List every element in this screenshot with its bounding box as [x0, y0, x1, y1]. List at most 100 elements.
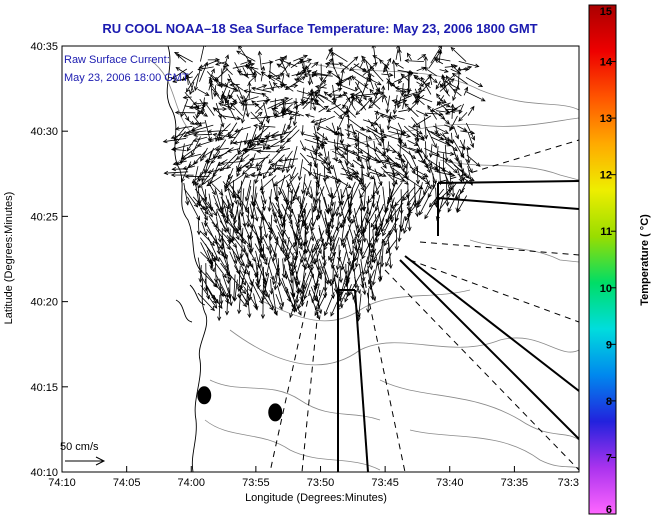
current-vector [305, 236, 312, 254]
current-vector [424, 195, 439, 220]
current-vector [275, 293, 283, 311]
current-vector [346, 234, 353, 256]
current-vector [457, 125, 468, 132]
current-vector [400, 83, 405, 97]
current-vector [433, 56, 451, 62]
current-vector [430, 131, 441, 137]
current-vector [407, 215, 412, 232]
current-vector [320, 162, 332, 175]
sector-line [399, 259, 579, 440]
current-vector [185, 130, 207, 135]
current-vector [389, 202, 404, 220]
current-vector [229, 202, 235, 219]
current-vector [276, 225, 287, 245]
current-vector [323, 278, 328, 299]
current-vectors [162, 46, 486, 322]
current-vector [386, 79, 391, 91]
current-vector [211, 74, 219, 82]
current-vector [286, 157, 292, 174]
current-vector [398, 75, 405, 85]
current-vector [275, 147, 290, 153]
current-vector [185, 73, 199, 93]
current-vector [385, 95, 390, 114]
current-vector [252, 70, 258, 82]
current-vector [354, 146, 364, 154]
current-vector [268, 234, 273, 255]
colorbar-bar [588, 4, 617, 515]
current-vector [262, 213, 273, 235]
current-vector [415, 126, 420, 143]
current-vector [297, 58, 313, 65]
current-vector [323, 196, 330, 215]
current-vector [366, 126, 387, 138]
current-vector [355, 95, 367, 111]
colorbar-tick-label: 11 [600, 226, 612, 238]
x-tick-label: 73:50 [307, 477, 335, 489]
current-vector [256, 84, 268, 90]
current-vector [458, 61, 480, 68]
current-vector [267, 262, 275, 281]
current-vector [250, 115, 271, 120]
current-vector [327, 92, 347, 98]
current-vector [162, 137, 187, 144]
plot-area: Raw Surface Current: May 23, 2006 18:00 … [60, 45, 580, 473]
current-vector [232, 248, 238, 265]
current-vector [359, 231, 364, 257]
current-vector [293, 78, 304, 84]
current-vector [268, 80, 274, 92]
current-vector [257, 171, 270, 177]
current-vector [238, 180, 243, 208]
colorbar-tick-label: 6 [606, 504, 612, 516]
current-vector [394, 230, 399, 251]
current-vector [236, 294, 247, 308]
current-vector [347, 75, 352, 86]
current-vector [331, 175, 352, 189]
current-vector [262, 165, 272, 180]
current-vector [388, 144, 402, 158]
current-vector [360, 259, 366, 282]
current-vector [218, 123, 231, 136]
colorbar: 6 7 8 9 10 11 12 13 14 15 Temperature ( °C) [588, 4, 651, 516]
current-vector [324, 159, 331, 172]
current-vector [198, 265, 203, 283]
current-vector [193, 132, 213, 137]
y-tick-label: 40:25 [30, 211, 58, 223]
current-vector [227, 228, 232, 245]
current-vector [415, 86, 422, 104]
current-vector [314, 84, 327, 90]
current-vector [361, 154, 382, 164]
current-vector [451, 182, 456, 198]
current-vector [341, 230, 349, 247]
current-vector [330, 51, 335, 70]
current-vector [459, 139, 466, 151]
y-tick-label: 40:15 [30, 382, 58, 394]
current-vector [212, 132, 236, 138]
current-vector [453, 125, 459, 140]
current-vector [199, 61, 208, 82]
current-vector [355, 81, 367, 101]
current-vector [239, 237, 244, 259]
current-vector [305, 65, 314, 84]
current-vector [224, 295, 230, 316]
current-vector [365, 255, 374, 275]
current-vector [331, 95, 342, 101]
station-marker [268, 403, 283, 422]
current-vector [254, 136, 270, 141]
current-vector [347, 200, 352, 224]
current-vector [267, 100, 286, 109]
current-vector [273, 272, 278, 291]
current-vector [444, 173, 452, 193]
current-vector [323, 147, 328, 162]
x-tick-label: 73:45 [371, 477, 399, 489]
current-vector [388, 242, 393, 270]
y-axis-label: Latitude (Degrees:Minutes) [3, 192, 15, 325]
plot-background [62, 46, 579, 472]
current-vector [250, 134, 257, 149]
current-vector [436, 93, 444, 103]
current-vector [268, 70, 281, 80]
current-vector [397, 137, 408, 147]
current-vector [292, 186, 300, 202]
current-vector [232, 186, 238, 205]
current-vector [320, 133, 325, 150]
